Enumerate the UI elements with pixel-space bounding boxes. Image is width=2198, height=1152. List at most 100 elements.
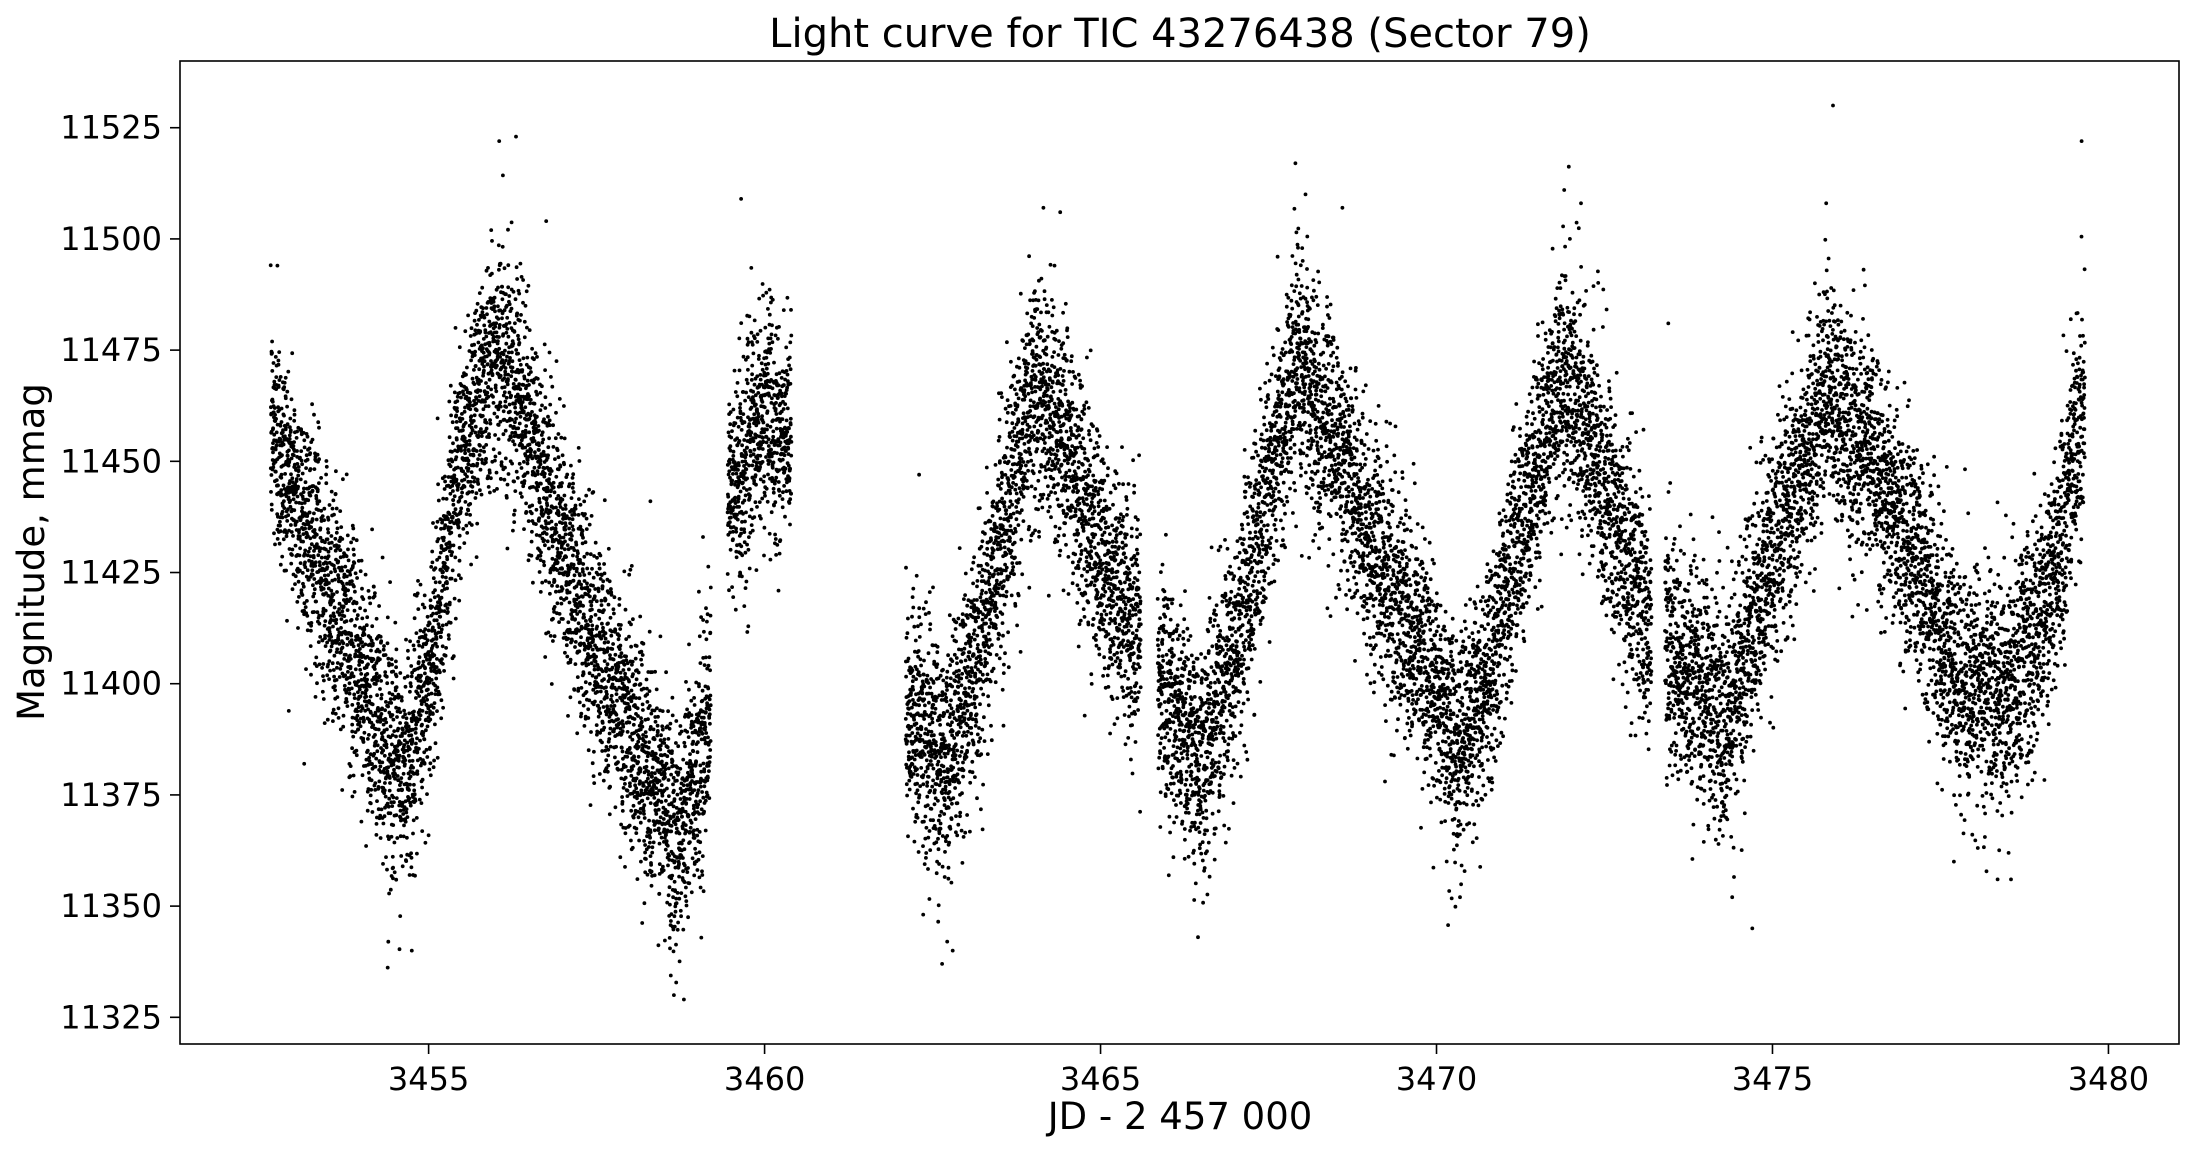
data-point <box>696 733 701 737</box>
data-point <box>500 284 504 289</box>
data-point <box>354 538 359 543</box>
data-point <box>688 752 692 756</box>
data-point <box>347 691 352 696</box>
data-point <box>646 845 651 849</box>
data-point <box>272 432 277 437</box>
data-point <box>707 716 712 720</box>
data-point <box>733 390 738 394</box>
data-point <box>462 477 467 482</box>
data-point <box>573 503 578 508</box>
data-point <box>676 770 681 775</box>
data-point <box>359 672 364 676</box>
data-point <box>608 653 612 658</box>
data-point <box>392 870 397 875</box>
data-point <box>289 456 294 461</box>
data-point <box>493 309 497 314</box>
data-point <box>327 581 331 585</box>
data-point <box>509 374 514 379</box>
data-point <box>419 689 424 694</box>
data-point <box>662 737 667 742</box>
data-point <box>742 420 747 425</box>
data-point <box>644 677 649 682</box>
data-point <box>649 883 654 888</box>
data-point <box>294 477 299 481</box>
data-point <box>505 546 510 551</box>
data-point <box>407 873 412 877</box>
data-point <box>506 334 511 339</box>
data-point <box>469 358 473 363</box>
data-point <box>707 697 712 702</box>
data-point <box>616 760 620 764</box>
data-point <box>373 733 377 737</box>
data-point <box>331 719 335 723</box>
data-point <box>518 414 523 419</box>
data-point <box>335 695 340 699</box>
data-point <box>702 769 707 774</box>
data-point <box>373 591 377 595</box>
data-point <box>674 942 678 947</box>
data-point <box>682 880 687 884</box>
data-point <box>586 623 590 628</box>
data-point <box>554 474 559 479</box>
data-point <box>745 476 749 481</box>
data-point <box>570 524 575 529</box>
data-point <box>501 409 506 414</box>
data-point <box>642 901 647 906</box>
data-point <box>472 342 476 347</box>
data-point <box>565 543 570 547</box>
data-point <box>427 767 432 772</box>
data-point <box>360 773 365 778</box>
data-point <box>358 647 362 651</box>
data-point <box>420 722 424 727</box>
data-point <box>647 818 651 823</box>
data-point <box>641 641 646 646</box>
data-point <box>587 571 592 576</box>
data-point <box>534 522 538 526</box>
data-point <box>518 362 523 367</box>
data-point <box>585 566 590 571</box>
data-point <box>566 620 571 625</box>
data-point <box>647 629 652 634</box>
data-point <box>636 754 641 759</box>
data-point <box>514 265 519 270</box>
data-point <box>629 644 633 649</box>
data-point <box>483 330 488 335</box>
data-point <box>481 350 486 355</box>
data-point <box>666 766 671 771</box>
data-point <box>738 406 742 410</box>
data-point <box>278 375 283 379</box>
data-point <box>547 350 552 355</box>
data-point <box>707 712 712 717</box>
data-point <box>331 668 336 672</box>
data-point <box>518 318 522 323</box>
data-point <box>529 553 534 558</box>
data-point <box>589 730 593 734</box>
data-point <box>301 581 305 586</box>
data-point <box>395 715 399 719</box>
data-point <box>605 769 610 774</box>
data-point <box>344 652 348 657</box>
data-point <box>290 476 295 481</box>
data-point <box>346 670 350 674</box>
data-point <box>335 526 340 531</box>
data-point <box>742 498 747 503</box>
data-point <box>660 759 664 764</box>
data-point <box>692 873 697 878</box>
data-point <box>278 529 283 534</box>
data-point <box>414 696 418 700</box>
data-point <box>599 603 604 607</box>
data-point <box>282 380 287 385</box>
data-point <box>350 703 355 707</box>
data-point <box>606 640 610 644</box>
data-point <box>552 605 557 609</box>
data-point <box>700 854 705 858</box>
data-point <box>310 572 315 577</box>
data-point <box>567 516 572 521</box>
data-point <box>564 555 568 559</box>
data-point <box>302 438 307 443</box>
data-point <box>498 373 503 378</box>
data-point <box>309 672 313 677</box>
data-point <box>592 594 597 599</box>
data-point <box>666 709 670 714</box>
data-point <box>533 450 537 455</box>
